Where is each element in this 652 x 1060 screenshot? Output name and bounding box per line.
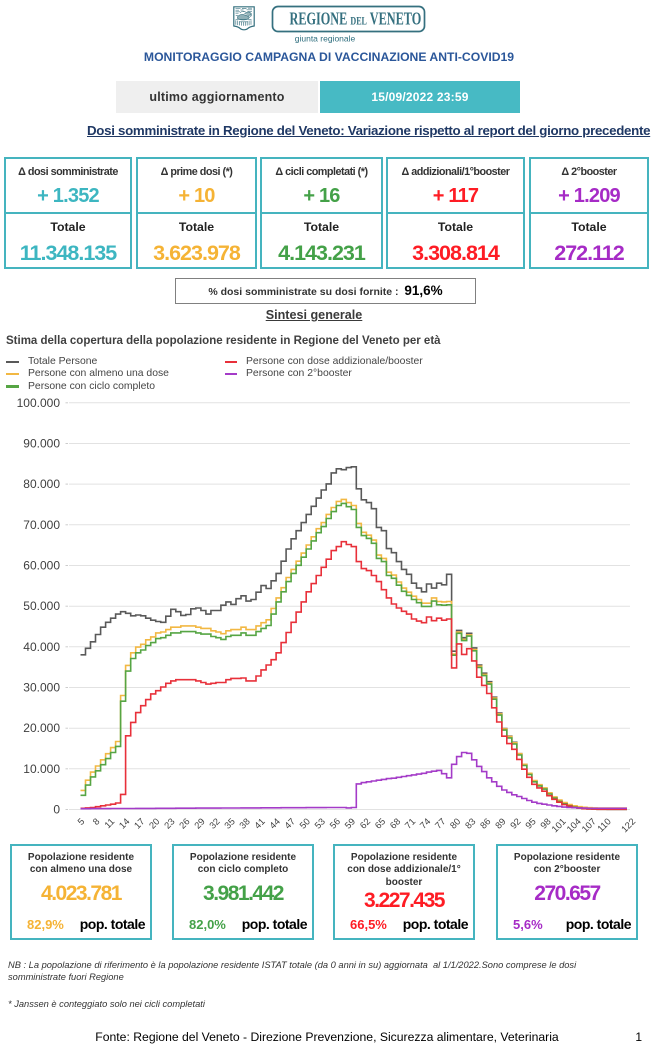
svg-text:77: 77 xyxy=(433,816,447,830)
svg-text:80: 80 xyxy=(448,816,462,830)
svg-text:100.000: 100.000 xyxy=(17,396,61,410)
svg-text:60.000: 60.000 xyxy=(23,559,60,573)
svg-text:44: 44 xyxy=(268,816,282,830)
svg-text:11: 11 xyxy=(103,816,117,830)
svg-text:giunta regionale: giunta regionale xyxy=(295,34,356,44)
svg-text:20: 20 xyxy=(147,816,161,830)
svg-text:14: 14 xyxy=(117,816,131,830)
svg-text:95: 95 xyxy=(523,816,537,830)
svg-text:65: 65 xyxy=(373,816,387,830)
svg-text:30.000: 30.000 xyxy=(23,681,60,695)
svg-text:47: 47 xyxy=(283,816,297,830)
svg-text:40.000: 40.000 xyxy=(23,640,60,654)
svg-text:5: 5 xyxy=(76,816,87,827)
svg-text:59: 59 xyxy=(343,816,357,830)
svg-text:70.000: 70.000 xyxy=(23,518,60,532)
svg-text:62: 62 xyxy=(358,816,372,830)
svg-text:35: 35 xyxy=(223,816,237,830)
svg-text:20.000: 20.000 xyxy=(23,721,60,735)
svg-text:32: 32 xyxy=(207,816,221,830)
svg-text:56: 56 xyxy=(328,816,342,830)
svg-text:23: 23 xyxy=(162,816,176,830)
svg-text:74: 74 xyxy=(418,816,432,830)
svg-text:10.000: 10.000 xyxy=(23,762,60,776)
svg-text:89: 89 xyxy=(493,816,507,830)
svg-text:50: 50 xyxy=(298,816,312,830)
svg-text:86: 86 xyxy=(478,816,492,830)
svg-text:83: 83 xyxy=(463,816,477,830)
svg-text:92: 92 xyxy=(508,816,522,830)
svg-text:17: 17 xyxy=(132,816,146,830)
svg-text:0: 0 xyxy=(53,803,60,817)
svg-text:29: 29 xyxy=(192,816,206,830)
svg-text:107: 107 xyxy=(580,816,598,834)
svg-text:71: 71 xyxy=(403,816,417,830)
svg-text:REGIONE DEL VENETO: REGIONE DEL VENETO xyxy=(290,11,422,30)
svg-text:50.000: 50.000 xyxy=(23,599,60,613)
svg-text:26: 26 xyxy=(177,816,191,830)
svg-text:101: 101 xyxy=(550,816,568,834)
svg-text:38: 38 xyxy=(238,816,252,830)
svg-text:110: 110 xyxy=(595,816,613,834)
svg-text:104: 104 xyxy=(565,816,583,834)
svg-text:41: 41 xyxy=(253,816,267,830)
svg-text:8: 8 xyxy=(91,816,102,827)
svg-text:122: 122 xyxy=(619,816,637,834)
svg-text:90.000: 90.000 xyxy=(23,437,60,451)
svg-text:80.000: 80.000 xyxy=(23,477,60,491)
svg-text:53: 53 xyxy=(313,816,327,830)
svg-text:68: 68 xyxy=(388,816,402,830)
